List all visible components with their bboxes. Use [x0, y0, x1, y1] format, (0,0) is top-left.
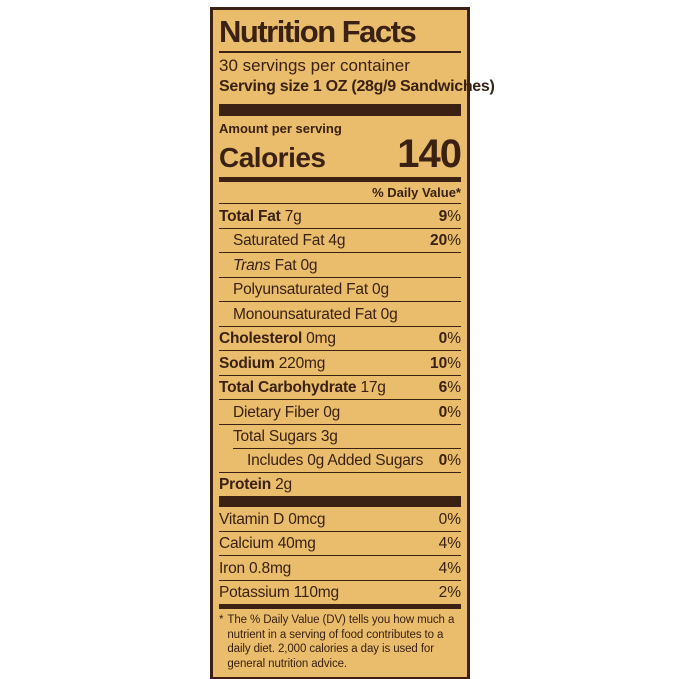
footnote-marker: *: [219, 614, 224, 626]
nutrient-name: Iron 0.8mg: [219, 559, 292, 577]
daily-value-percent: 0%: [438, 451, 461, 469]
nutrient-name: Monounsaturated Fat 0g: [233, 305, 398, 323]
daily-value-percent: 0%: [438, 510, 461, 528]
serving-size: Serving size 1 OZ (28g/9 Sandwiches): [219, 78, 495, 95]
vitamin-rows: Vitamin D 0mcg 0% Calcium 40mg 4% Iron 0.8mg…: [219, 506, 461, 604]
nutrient-row: Polyunsaturated Fat 0g: [219, 276, 461, 302]
daily-value-percent: 0%: [438, 330, 461, 347]
nutrient-row: Cholesterol 0mg 0%: [219, 325, 461, 351]
nutrient-row: Total Carbohydrate 17g 6%: [219, 374, 461, 400]
nutrient-name: Total Carbohydrate 17g: [219, 379, 386, 396]
daily-value-header: % Daily Value*: [372, 185, 461, 200]
servings-per-container: 30 servings per container: [219, 56, 410, 75]
footnote: * The % Daily Value (DV) tells you how m…: [219, 609, 461, 671]
daily-value-percent: 10%: [429, 354, 461, 372]
nutrient-name: Polyunsaturated Fat 0g: [233, 281, 389, 298]
nutrient-name: Includes 0g Added Sugars: [247, 451, 424, 469]
nutrient-name: Potassium 110mg: [219, 584, 339, 601]
nutrient-name: Sodium 220mg: [219, 354, 326, 372]
nutrient-row: Vitamin D 0mcg 0%: [219, 506, 461, 531]
nutrient-name: Cholesterol 0mg: [219, 330, 336, 347]
daily-value-percent: 4%: [438, 559, 461, 577]
nutrient-row: Sodium 220mg 10%: [219, 350, 461, 375]
separator-bar-medium: [219, 496, 461, 506]
separator-bar-thin: [219, 177, 461, 182]
separator-bar-footnote: [219, 604, 461, 609]
nutrient-name: Calcium 40mg: [219, 535, 316, 552]
nutrient-name: Total Sugars 3g: [233, 428, 338, 445]
amount-per-serving-label: Amount per serving: [219, 121, 342, 136]
nutrient-row: Includes 0g Added Sugars 0%: [219, 448, 461, 472]
daily-value-percent: 2%: [438, 584, 461, 601]
nutrient-row: Protein 2g: [219, 471, 461, 497]
nutrient-name: Vitamin D 0mcg: [219, 510, 326, 528]
nutrient-rows: Total Fat 7g 9% Saturated Fat 4g 20% Trans F…: [219, 203, 461, 496]
daily-value-percent: 4%: [438, 535, 461, 552]
nutrition-facts-label: Nutrition Facts 30 servings per containe…: [210, 7, 495, 679]
nutrient-row: Saturated Fat 4g 20%: [219, 227, 461, 253]
nutrient-row: Monounsaturated Fat 0g: [219, 301, 461, 326]
nutrient-row: Iron 0.8mg 4%: [219, 555, 461, 580]
nutrient-row: Calcium 40mg 4%: [219, 530, 461, 556]
nutrient-row: Total Fat 7g 9%: [219, 203, 461, 228]
footnote-text: The % Daily Value (DV) tells you how muc…: [227, 614, 455, 670]
daily-value-percent: 0%: [438, 403, 461, 421]
calories-row: Calories 140: [219, 132, 462, 176]
nutrient-row: Trans Fat 0g: [219, 252, 461, 277]
nutrient-name: Total Fat 7g: [219, 207, 302, 225]
nutrient-name: Trans Fat 0g: [233, 256, 318, 274]
nutrient-name: Saturated Fat 4g: [233, 232, 346, 249]
nutrient-row: Potassium 110mg 2%: [219, 579, 461, 605]
daily-value-percent: 6%: [438, 379, 461, 396]
label-title: Nutrition Facts: [219, 14, 461, 53]
daily-value-percent: 9%: [438, 207, 461, 225]
calories-label: Calories: [219, 142, 326, 173]
daily-value-percent: 20%: [429, 232, 461, 249]
nutrient-row: Dietary Fiber 0g 0%: [219, 399, 461, 424]
calories-value: 140: [397, 132, 462, 176]
separator-bar-thick: [219, 104, 461, 116]
nutrient-row: Total Sugars 3g: [219, 423, 461, 449]
nutrient-name: Protein 2g: [219, 476, 292, 493]
nutrient-name: Dietary Fiber 0g: [233, 403, 341, 421]
